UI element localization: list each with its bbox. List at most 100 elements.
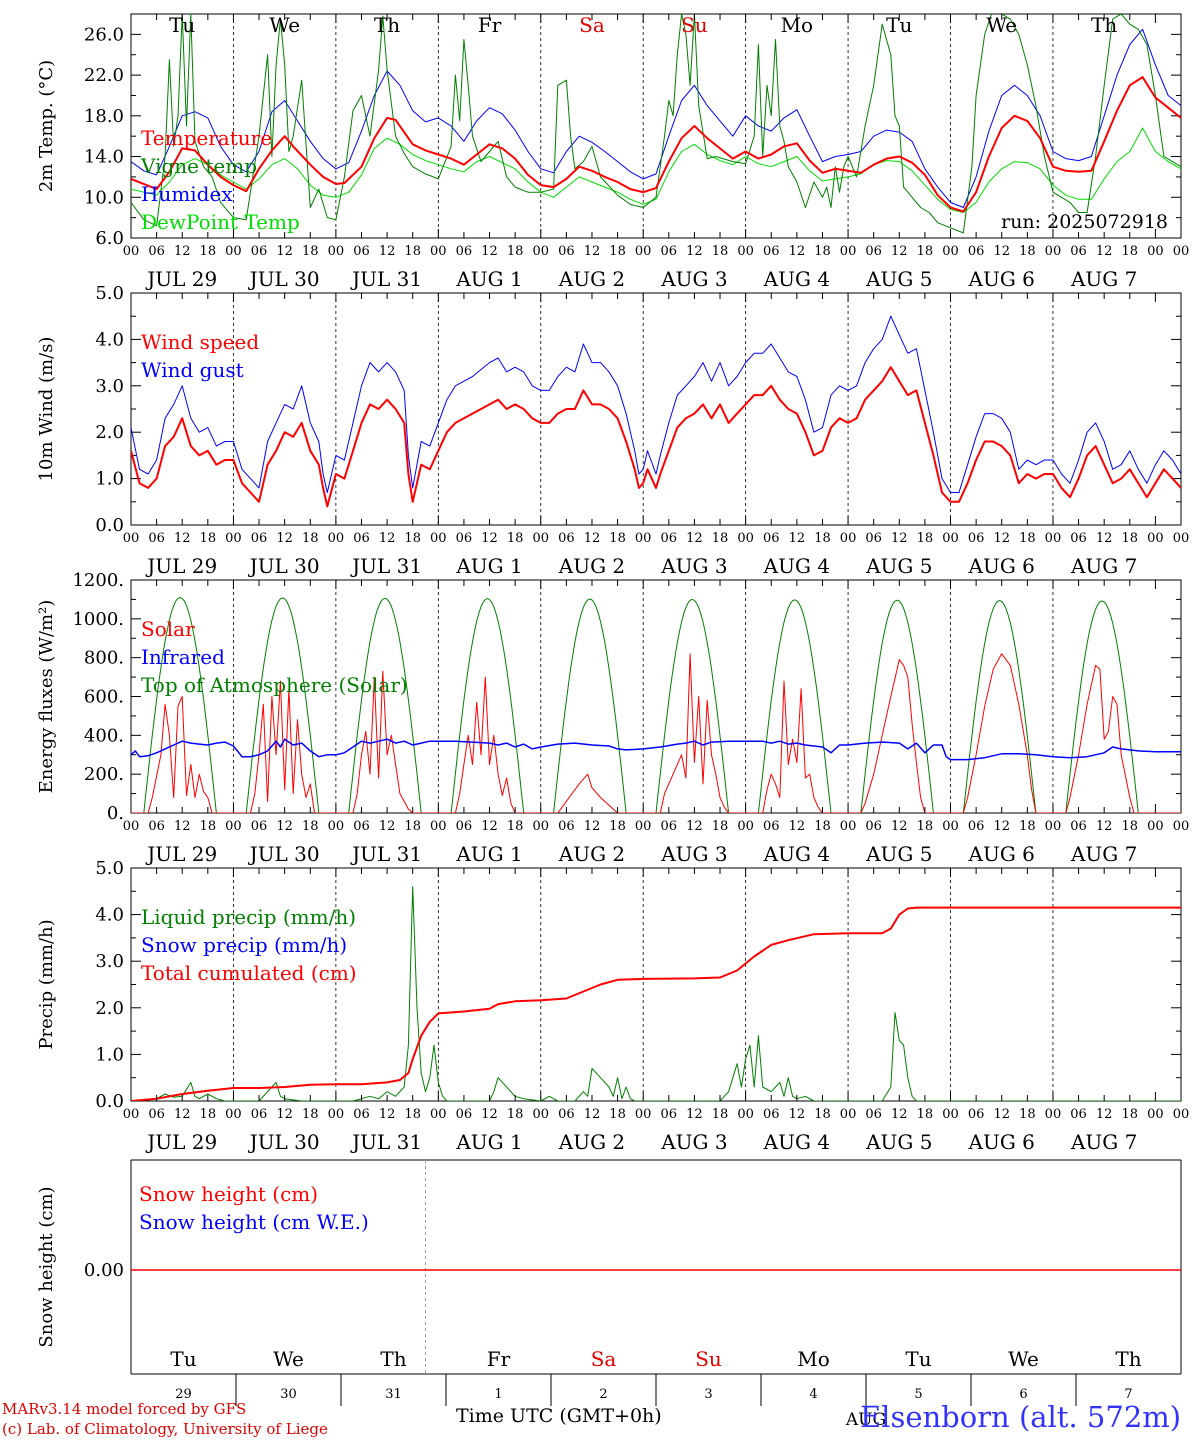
date-label: AUG 2 xyxy=(558,267,625,291)
date-label: JUL 29 xyxy=(145,842,217,866)
hour-tick-label: 06 xyxy=(558,1107,575,1122)
day-number: 30 xyxy=(280,1387,297,1402)
hour-tick-label: 06 xyxy=(865,1107,882,1122)
hour-tick-label: 18 xyxy=(507,1107,524,1122)
hour-tick-label: 18 xyxy=(302,819,319,834)
hour-tick-label: 00 xyxy=(225,1107,242,1122)
lab-credit: (c) Lab. of Climatology, University of L… xyxy=(2,1420,328,1438)
series-top-of-atmosphere-day xyxy=(655,598,730,813)
hour-tick-label: 00 xyxy=(328,1107,345,1122)
date-label: JUL 29 xyxy=(145,267,217,291)
hour-tick-label: 12 xyxy=(379,531,396,546)
hour-tick-label: 06 xyxy=(1070,1107,1087,1122)
weekday-label: Tu xyxy=(170,1347,196,1371)
hour-tick-label: 00 xyxy=(430,819,447,834)
hour-tick-label: 00 xyxy=(840,1107,857,1122)
hour-tick-label: 18 xyxy=(200,244,217,259)
day-number: 1 xyxy=(494,1387,502,1402)
hour-tick-label: 18 xyxy=(712,531,729,546)
y-tick-label: 5.0 xyxy=(95,858,124,879)
weekday-label: Sa xyxy=(591,1347,617,1371)
hour-tick-label: 18 xyxy=(917,244,934,259)
wind-series-group xyxy=(131,315,1181,508)
date-label: AUG 3 xyxy=(660,267,727,291)
y-tick-label: 600. xyxy=(84,687,124,708)
date-label: AUG 5 xyxy=(865,267,932,291)
date-label: JUL 29 xyxy=(145,554,217,578)
hour-tick-label: 06 xyxy=(456,819,473,834)
y-axis-label: Snow height (cm) xyxy=(36,1186,57,1347)
day-number: 3 xyxy=(704,1387,712,1402)
date-label: AUG 6 xyxy=(968,554,1035,578)
day-number: 6 xyxy=(1019,1387,1027,1402)
hour-tick-label: 12 xyxy=(276,244,293,259)
y-tick-label: 18.0 xyxy=(84,106,124,127)
hour-tick-label: 12 xyxy=(993,531,1010,546)
hour-tick-label: 12 xyxy=(1096,244,1113,259)
legend-entry: Snow precip (mm/h) xyxy=(141,933,347,957)
date-label: AUG 1 xyxy=(455,1130,522,1154)
hour-tick-label: 00 xyxy=(1173,531,1190,546)
date-label: AUG 2 xyxy=(558,1130,625,1154)
date-label: JUL 30 xyxy=(248,842,320,866)
hour-tick-label: 06 xyxy=(456,531,473,546)
hour-tick-label: 18 xyxy=(814,531,831,546)
hour-tick-label: 00 xyxy=(430,244,447,259)
day-number: 5 xyxy=(914,1387,922,1402)
hour-tick-label: 18 xyxy=(1019,531,1036,546)
hour-tick-label: 12 xyxy=(1096,819,1113,834)
hour-tick-label: 18 xyxy=(814,819,831,834)
hour-tick-label: 12 xyxy=(891,531,908,546)
y-tick-label: 1200. xyxy=(72,570,124,591)
wind-panel: 0.0 1.0 2.0 3.0 4.0 5.0 10m Wind (m/s) Wind spe… xyxy=(36,283,1189,578)
hour-tick-label: 00 xyxy=(532,531,549,546)
y-tick-label: 10.0 xyxy=(84,187,124,208)
hour-tick-label: 18 xyxy=(1122,244,1139,259)
hour-tick-label: 12 xyxy=(481,244,498,259)
hour-tick-label: 00 xyxy=(1147,819,1164,834)
y-tick-label: 2.0 xyxy=(95,998,124,1019)
series-top-of-atmosphere-day xyxy=(757,599,832,813)
series-top-of-atmosphere-day xyxy=(962,600,1037,813)
y-tick-label: 200. xyxy=(84,764,124,785)
date-label: AUG 2 xyxy=(558,554,625,578)
y-tick-label: 400. xyxy=(84,725,124,746)
hour-tick-label: 06 xyxy=(353,531,370,546)
model-credit: MARv3.14 model forced by GFS xyxy=(2,1400,247,1418)
weekday-label: Fr xyxy=(478,13,502,37)
x-axis-title: Time UTC (GMT+0h) xyxy=(456,1405,662,1427)
hour-tick-label: 12 xyxy=(481,1107,498,1122)
y-tick-label: 0.0 xyxy=(95,1091,124,1112)
hour-tick-label: 18 xyxy=(404,1107,421,1122)
hour-tick-label: 12 xyxy=(174,1107,191,1122)
hour-tick-label: 12 xyxy=(584,1107,601,1122)
hour-tick-label: 12 xyxy=(686,531,703,546)
y-tick-label: 800. xyxy=(84,648,124,669)
hour-tick-label: 18 xyxy=(814,1107,831,1122)
hour-tick-label: 00 xyxy=(840,244,857,259)
hour-tick-label: 00 xyxy=(225,819,242,834)
weekday-label: We xyxy=(1008,1347,1039,1371)
hour-tick-label: 00 xyxy=(737,244,754,259)
date-label: AUG 7 xyxy=(1070,554,1137,578)
hour-tick-label: 18 xyxy=(507,244,524,259)
month-label: AUG xyxy=(845,1410,886,1430)
legend-entry: Temperature xyxy=(141,126,272,150)
hour-tick-label: 06 xyxy=(148,244,165,259)
series-top-of-atmosphere-day xyxy=(348,597,422,813)
hour-tick-label: 18 xyxy=(609,1107,626,1122)
hour-tick-label: 18 xyxy=(814,244,831,259)
hour-tick-label: 00 xyxy=(328,244,345,259)
y-tick-label: 3.0 xyxy=(95,376,124,397)
date-label: JUL 30 xyxy=(248,1130,320,1154)
hour-tick-label: 06 xyxy=(558,244,575,259)
hour-tick-label: 18 xyxy=(1019,819,1036,834)
hour-tick-label: 06 xyxy=(251,1107,268,1122)
precip-series-group xyxy=(131,886,1181,1101)
legend-entry: Wind gust xyxy=(141,358,244,382)
series-dewpoint-temp xyxy=(131,127,1181,213)
hour-tick-label: 18 xyxy=(507,819,524,834)
y-tick-label: 6.0 xyxy=(95,228,124,249)
hour-tick-label: 00 xyxy=(532,244,549,259)
